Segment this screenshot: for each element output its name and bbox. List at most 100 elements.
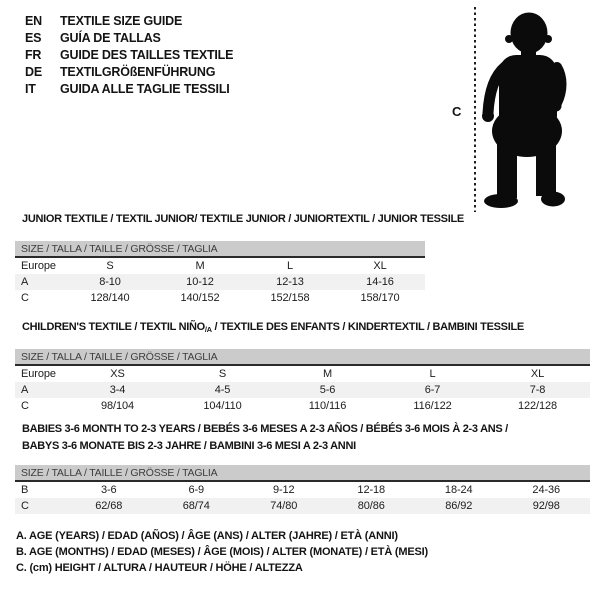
size-cell: 86/92: [445, 500, 473, 512]
size-cell: 92/98: [532, 500, 560, 512]
row-cells: 3-6 6-9 9-12 12-18 18-24 24-36: [65, 484, 590, 496]
row-label: B: [21, 484, 29, 496]
table-row: A 8-10 10-12 12-13 14-16: [15, 274, 425, 290]
language-row: DE TEXTILGRÖßENFÜHRUNG: [25, 64, 233, 81]
language-code: DE: [25, 65, 42, 79]
size-table-title-line2: BABYS 3-6 MONATE BIS 2-3 JAHRE / BAMBINI…: [22, 440, 356, 452]
size-cell: S: [218, 368, 227, 380]
size-cell: 74/80: [270, 500, 298, 512]
size-table-title-subscript: /A: [204, 325, 212, 334]
language-row: IT GUIDA ALLE TAGLIE TESSILI: [25, 81, 233, 98]
language-code: FR: [25, 48, 42, 62]
size-cell: 9-12: [272, 484, 295, 496]
size-table-rows: B 3-6 6-9 9-12 12-18 18-24 24-36 C 62/68 68/74…: [15, 482, 590, 514]
row-label: C: [21, 500, 29, 512]
row-label: Europe: [21, 260, 56, 272]
row-label: A: [21, 384, 29, 396]
language-title-list: EN TEXTILE SIZE GUIDE ES GUÍA DE TALLAS …: [25, 13, 233, 98]
size-cell: 24-36: [532, 484, 561, 496]
size-cell: L: [429, 368, 436, 380]
size-table-title-text: BABIES 3-6 MONTH TO 2-3 YEARS / BEBÉS 3-…: [22, 423, 508, 435]
size-cell: 98/104: [100, 400, 135, 412]
language-row: EN TEXTILE SIZE GUIDE: [25, 13, 233, 30]
size-cell: 80/86: [357, 500, 385, 512]
size-cell: 14-16: [366, 276, 394, 288]
size-cell: 104/110: [203, 400, 242, 412]
size-cell: 152/158: [270, 292, 310, 304]
row-cells: 3-4 4-5 5-6 6-7 7-8: [65, 384, 590, 396]
size-cell: 68/74: [182, 500, 210, 512]
row-label: C: [21, 400, 29, 412]
table-row: C 62/68 68/74 74/80 80/86 86/92 92/98: [15, 498, 590, 514]
size-table-title: CHILDREN'S TEXTILE / TEXTIL NIÑO/A / TEX…: [22, 320, 590, 337]
row-label: C: [21, 292, 29, 304]
language-row: FR GUIDE DES TAILLES TEXTILE: [25, 47, 233, 64]
language-guide-title: TEXTILGRÖßENFÜHRUNG: [60, 65, 216, 79]
table-row: Europe S M L XL: [15, 258, 425, 274]
size-cell: 122/128: [517, 400, 558, 412]
size-cell: XS: [110, 368, 125, 380]
size-cell: 116/122: [413, 400, 452, 412]
baby-silhouette-image: [482, 12, 567, 208]
size-header-bar: SIZE / TALLA / TAILLE / GRÖSSE / TAGLIA: [15, 241, 425, 258]
row-cells: 8-10 10-12 12-13 14-16: [65, 276, 425, 288]
size-table-title-text-2: / TEXTILE DES ENFANTS / KINDERTEXTIL / B…: [211, 321, 525, 333]
size-cell: 158/170: [360, 292, 400, 304]
size-cell: 4-5: [214, 384, 231, 396]
size-table-title-text: CHILDREN'S TEXTILE / TEXTIL NIÑO: [22, 321, 205, 333]
size-cell: XL: [373, 260, 387, 272]
size-cell: 18-24: [444, 484, 473, 496]
row-cells: S M L XL: [65, 260, 425, 272]
size-table-title: JUNIOR TEXTILE / TEXTIL JUNIOR/ TEXTILE …: [22, 212, 464, 229]
size-table: JUNIOR TEXTILE / TEXTIL JUNIOR/ TEXTILE …: [15, 212, 464, 306]
size-header-bar: SIZE / TALLA / TAILLE / GRÖSSE / TAGLIA: [15, 349, 590, 366]
height-dotted-line: [474, 7, 476, 212]
size-cell: 12-18: [357, 484, 386, 496]
row-cells: XS S M L XL: [65, 368, 590, 380]
table-row: C 98/104 104/110 110/116 116/122 122/128: [15, 398, 590, 414]
size-cell: S: [106, 260, 114, 272]
size-table-title: BABIES 3-6 MONTH TO 2-3 YEARS / BEBÉS 3-…: [22, 422, 590, 453]
size-cell: 128/140: [90, 292, 130, 304]
language-code: ES: [25, 31, 42, 45]
size-cell: 6-7: [424, 384, 441, 396]
row-cells: 128/140 140/152 152/158 158/170: [65, 292, 425, 304]
legend-note: A. AGE (YEARS) / EDAD (AÑOS) / ÂGE (ANS)…: [16, 530, 398, 542]
legend-notes: A. AGE (YEARS) / EDAD (AÑOS) / ÂGE (ANS)…: [16, 528, 428, 576]
size-cell: 3-6: [100, 484, 117, 496]
row-cells: 62/68 68/74 74/80 80/86 86/92 92/98: [65, 500, 590, 512]
size-cell: 110/116: [308, 400, 347, 412]
size-table-rows: Europe XS S M L XL A 3-4 4-5 5-6 6-7 7-8 C 98/10…: [15, 366, 590, 414]
size-cell: XL: [530, 368, 545, 380]
size-cell: L: [286, 260, 294, 272]
size-cell: 8-10: [99, 276, 121, 288]
size-cell: 7-8: [529, 384, 546, 396]
legend-note: C. (cm) HEIGHT / ALTURA / HAUTEUR / HÖHE…: [16, 562, 303, 574]
height-measure-label: C: [452, 104, 462, 119]
table-row: B 3-6 6-9 9-12 12-18 18-24 24-36: [15, 482, 590, 498]
size-cell: 62/68: [95, 500, 123, 512]
language-guide-title: GUÍA DE TALLAS: [60, 31, 161, 45]
size-cell: M: [195, 260, 205, 272]
language-guide-title: GUIDA ALLE TAGLIE TESSILI: [60, 82, 230, 96]
language-guide-title: TEXTILE SIZE GUIDE: [60, 14, 183, 28]
row-cells: 98/104 104/110 110/116 116/122 122/128: [65, 400, 590, 412]
size-cell: M: [322, 368, 333, 380]
row-label: A: [21, 276, 29, 288]
size-cell: 6-9: [188, 484, 205, 496]
size-cell: 12-13: [276, 276, 304, 288]
language-code: EN: [25, 14, 42, 28]
row-label: Europe: [21, 368, 56, 380]
legend-note: B. AGE (MONTHS) / EDAD (MESES) / ÂGE (MO…: [16, 546, 428, 558]
size-table: CHILDREN'S TEXTILE / TEXTIL NIÑO/A / TEX…: [15, 320, 590, 414]
size-cell: 3-4: [109, 384, 126, 396]
table-row: Europe XS S M L XL: [15, 366, 590, 382]
table-row: A 3-4 4-5 5-6 6-7 7-8: [15, 382, 590, 398]
size-header-bar: SIZE / TALLA / TAILLE / GRÖSSE / TAGLIA: [15, 465, 590, 482]
size-table: BABIES 3-6 MONTH TO 2-3 YEARS / BEBÉS 3-…: [15, 422, 590, 514]
language-row: ES GUÍA DE TALLAS: [25, 30, 233, 47]
size-cell: 5-6: [319, 384, 336, 396]
size-cell: 10-12: [186, 276, 214, 288]
size-cell: 140/152: [180, 292, 220, 304]
language-code: IT: [25, 82, 36, 96]
